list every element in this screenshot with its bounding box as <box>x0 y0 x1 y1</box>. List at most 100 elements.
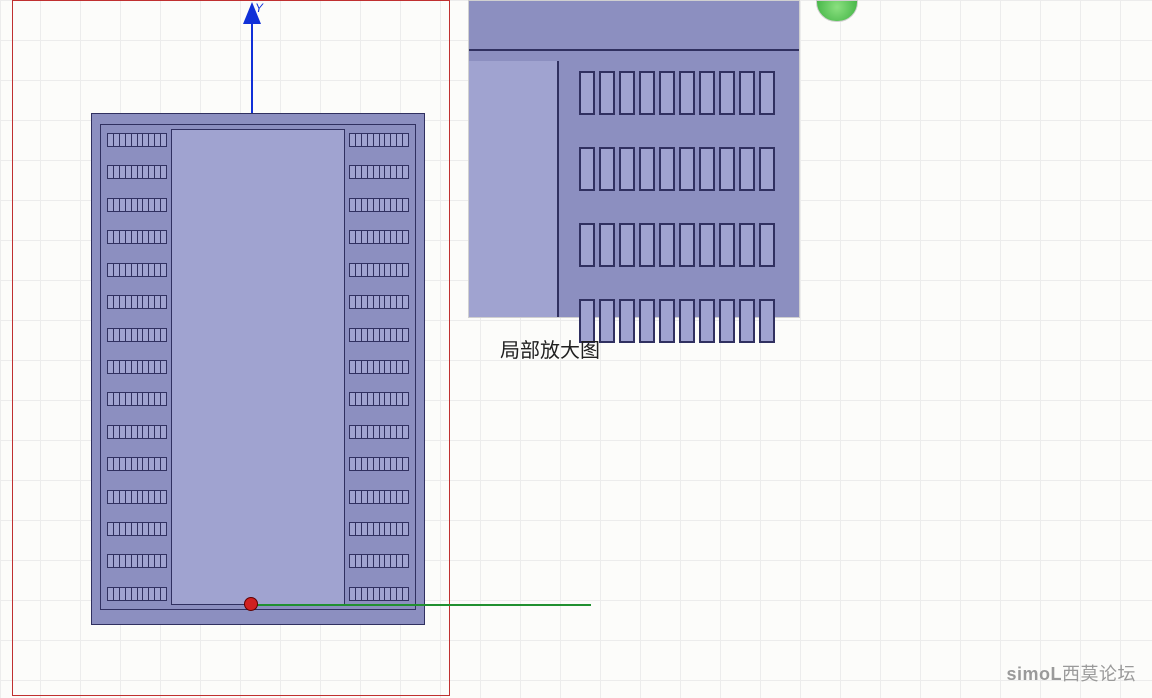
detail-coil-strip <box>739 71 755 115</box>
detail-coil-rows <box>579 71 779 317</box>
coil-strip <box>402 329 408 341</box>
coil-row <box>349 392 409 406</box>
detail-coil-strip <box>759 299 775 343</box>
coil-strip <box>160 491 166 503</box>
coil-strip <box>160 458 166 470</box>
coil-row <box>107 587 167 601</box>
detail-coil-row <box>579 147 779 191</box>
detail-top-frame <box>469 1 799 51</box>
detail-coil-strip <box>599 223 615 267</box>
coil-column-right <box>349 133 409 601</box>
coil-row <box>349 295 409 309</box>
coil-row <box>349 360 409 374</box>
detail-zoom-panel[interactable] <box>468 0 800 318</box>
detail-coil-strip <box>659 223 675 267</box>
detail-coil-strip <box>599 147 615 191</box>
detail-coil-strip <box>739 299 755 343</box>
coil-strip <box>160 361 166 373</box>
coil-strip <box>402 588 408 600</box>
detail-coil-row <box>579 71 779 115</box>
simulation-viewport[interactable]: Y <box>12 0 450 696</box>
coil-strip <box>402 458 408 470</box>
detail-coil-strip <box>739 223 755 267</box>
detail-coil-strip <box>659 299 675 343</box>
coil-row <box>107 230 167 244</box>
coil-strip <box>402 523 408 535</box>
detail-coil-strip <box>639 299 655 343</box>
coil-strip <box>402 264 408 276</box>
detail-coil-strip <box>619 223 635 267</box>
detail-coil-strip <box>639 71 655 115</box>
detail-coil-strip <box>719 71 735 115</box>
detail-coil-strip <box>619 299 635 343</box>
coil-strip <box>160 231 166 243</box>
detail-coil-strip <box>739 147 755 191</box>
detail-coil-strip <box>699 223 715 267</box>
coil-strip <box>160 199 166 211</box>
detail-coil-strip <box>679 147 695 191</box>
coil-row <box>107 198 167 212</box>
coil-row <box>107 165 167 179</box>
detail-coil-strip <box>719 147 735 191</box>
detail-coil-strip <box>639 223 655 267</box>
coil-strip <box>160 426 166 438</box>
coil-strip <box>160 555 166 567</box>
detail-coil-strip <box>719 223 735 267</box>
detail-coil-strip <box>759 71 775 115</box>
detail-coil-strip <box>619 71 635 115</box>
coil-row <box>349 457 409 471</box>
watermark-brand: simoL <box>1006 664 1062 684</box>
detail-coil-strip <box>659 71 675 115</box>
coil-row <box>349 522 409 536</box>
watermark-cn: 西莫论坛 <box>1062 664 1136 684</box>
detail-coil-row <box>579 299 779 343</box>
detail-coil-strip <box>659 147 675 191</box>
detail-coil-strip <box>619 147 635 191</box>
coil-row <box>107 328 167 342</box>
coil-strip <box>402 361 408 373</box>
coil-strip <box>402 393 408 405</box>
coil-row <box>349 587 409 601</box>
coil-strip <box>160 296 166 308</box>
detail-caption: 局部放大图 <box>500 334 600 363</box>
coil-row <box>349 133 409 147</box>
detail-coil-strip <box>759 223 775 267</box>
coil-strip <box>160 523 166 535</box>
detail-coil-strip <box>599 299 615 343</box>
detail-coil-strip <box>699 71 715 115</box>
detail-coil-strip <box>759 147 775 191</box>
coil-row <box>349 230 409 244</box>
coil-strip <box>160 329 166 341</box>
coil-row <box>107 263 167 277</box>
coil-strip <box>402 491 408 503</box>
coil-strip <box>160 166 166 178</box>
coil-strip <box>402 231 408 243</box>
device-core <box>171 129 345 605</box>
coil-row <box>349 263 409 277</box>
coil-row <box>107 554 167 568</box>
detail-coil-strip <box>699 147 715 191</box>
coil-row <box>107 392 167 406</box>
detail-coil-strip <box>579 147 595 191</box>
watermark: simoL西莫论坛 <box>1006 660 1136 686</box>
axis-x-line <box>251 604 591 606</box>
origin-point[interactable] <box>244 597 258 611</box>
detail-coil-strip <box>679 71 695 115</box>
detail-coil-strip <box>679 299 695 343</box>
detail-coil-row <box>579 223 779 267</box>
coil-column-left <box>107 133 167 601</box>
coil-row <box>349 490 409 504</box>
coil-strip <box>402 166 408 178</box>
coil-strip <box>402 426 408 438</box>
coil-strip <box>160 134 166 146</box>
coil-row <box>107 360 167 374</box>
detail-coil-strip <box>579 71 595 115</box>
detail-coil-strip <box>639 147 655 191</box>
device-outer-body[interactable] <box>91 113 425 625</box>
coil-strip <box>160 588 166 600</box>
detail-coil-strip <box>599 71 615 115</box>
detail-core-slab <box>469 61 559 317</box>
coil-row <box>107 490 167 504</box>
coil-row <box>349 328 409 342</box>
coil-strip <box>160 264 166 276</box>
